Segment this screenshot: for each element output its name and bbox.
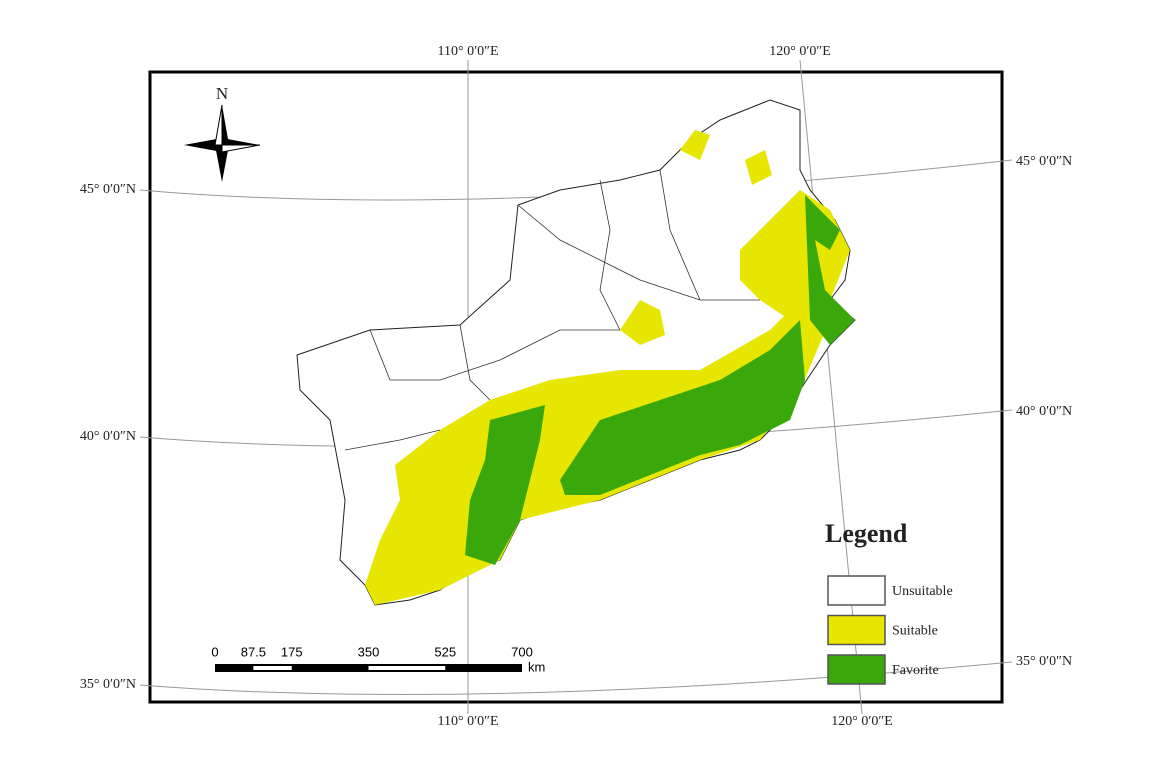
boundary	[344, 429, 441, 451]
scale-bar-segment	[253, 666, 292, 670]
parallel	[139, 159, 1013, 201]
scale-bar-label: 525	[434, 644, 456, 659]
longitude-label: 110° 0′0″E	[437, 714, 498, 729]
north-arrow-needle	[214, 104, 223, 146]
north-arrow: N	[184, 84, 261, 182]
latitude-label: 40° 0′0″N	[1016, 404, 1072, 419]
latitude-label: 35° 0′0″N	[1016, 654, 1072, 669]
legend-swatch	[827, 654, 886, 685]
latitude-label: 40° 0′0″N	[80, 429, 136, 444]
suitable-area	[745, 150, 772, 185]
legend-label: Unsuitable	[892, 584, 953, 599]
scale-bar-label: 0	[211, 644, 218, 659]
scale-bar-label: 175	[281, 644, 303, 659]
legend-swatch	[827, 575, 886, 606]
scale-bar-segment	[368, 666, 446, 670]
boundary	[599, 179, 621, 331]
scale-bar-label: 87.5	[241, 644, 266, 659]
latitude-label: 35° 0′0″N	[80, 677, 136, 692]
legend-title: Legend	[825, 519, 908, 548]
favorite-area	[805, 195, 855, 345]
latitude-label: 45° 0′0″N	[80, 182, 136, 197]
north-arrow-needle	[221, 144, 261, 153]
longitude-label: 120° 0′0″E	[769, 44, 831, 59]
legend: Legend Unsuitable Suitable Favorite	[825, 519, 953, 685]
boundary	[517, 204, 760, 301]
longitude-label: 120° 0′0″E	[831, 714, 893, 729]
legend-label: Suitable	[892, 624, 938, 639]
legend-label: Favorite	[892, 663, 939, 678]
study-area	[296, 99, 856, 606]
favorite-area	[465, 405, 545, 565]
legend-swatch	[827, 614, 886, 646]
suitable-area	[620, 300, 665, 345]
scale-bar-unit: km	[528, 659, 545, 674]
longitude-label: 110° 0′0″E	[437, 44, 498, 59]
suitable-area	[680, 130, 710, 160]
north-label: N	[216, 84, 228, 103]
favorite-area	[560, 320, 805, 495]
boundary	[369, 329, 620, 381]
boundary	[459, 324, 491, 401]
scale-bar-label: 350	[358, 644, 380, 659]
latitude-label: 45° 0′0″N	[1016, 154, 1072, 169]
scale-bar-label: 700	[511, 644, 533, 659]
boundary	[659, 169, 701, 301]
